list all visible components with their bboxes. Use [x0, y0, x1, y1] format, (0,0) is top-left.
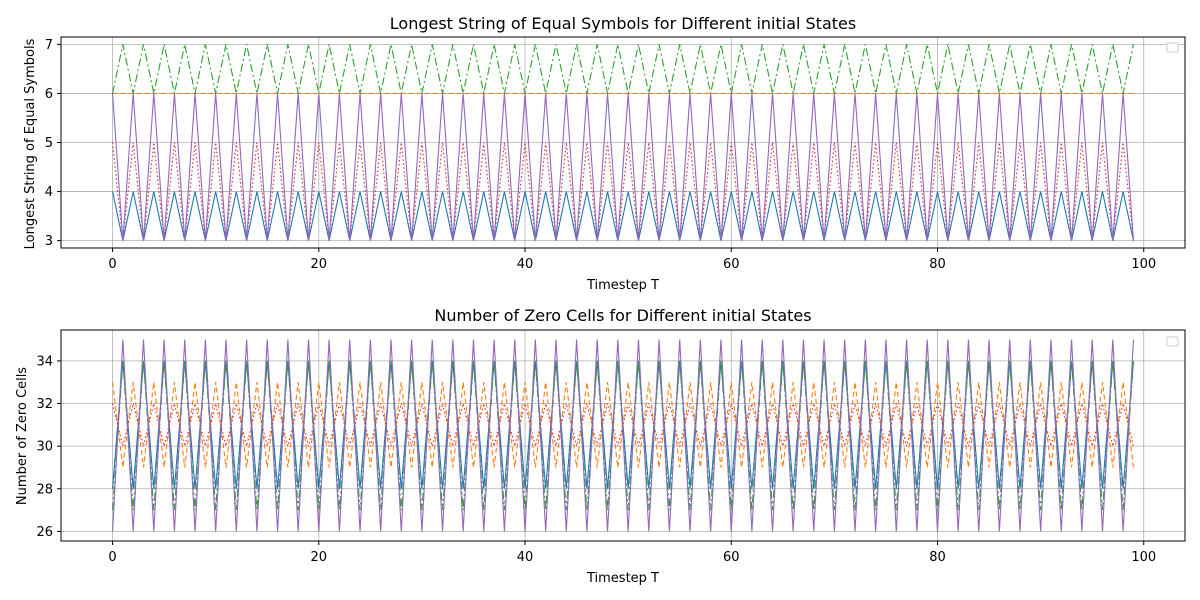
x-axis-label: Timestep T	[586, 278, 659, 293]
y-tick-label: 32	[36, 397, 53, 412]
series-line-3	[112, 44, 1134, 94]
x-tick-label: 80	[929, 550, 946, 565]
y-tick-label: 30	[36, 440, 53, 455]
series-group	[112, 44, 1134, 241]
x-tick-label: 40	[517, 550, 534, 565]
series-line-1	[112, 191, 1134, 241]
x-tick-label: 0	[108, 550, 116, 565]
series-line-5	[112, 339, 1134, 532]
x-tick-label: 0	[108, 257, 116, 272]
series-group	[112, 339, 1134, 532]
y-tick-label: 4	[45, 185, 53, 200]
x-tick-label: 40	[517, 257, 534, 272]
grid	[61, 330, 1185, 541]
ticks: 0 20 40 60 80 100 26 28 30 32 34	[36, 354, 1156, 565]
x-tick-label: 80	[929, 257, 946, 272]
series-line-5	[112, 93, 1134, 241]
ticks: 0 20 40 60 80 100 3 4 5 6 7	[45, 38, 1156, 272]
y-axis-label: Longest String of Equal Symbols	[23, 38, 38, 249]
y-tick-label: 3	[45, 234, 53, 249]
chart-longest-string: Longest String of Equal Symbols for Diff…	[23, 14, 1186, 293]
y-tick-label: 34	[36, 354, 53, 369]
x-tick-label: 60	[723, 550, 740, 565]
legend-box	[1166, 336, 1179, 347]
series-line-2	[112, 382, 1134, 468]
chart-zero-cells: Number of Zero Cells for Different initi…	[15, 306, 1186, 586]
x-tick-label: 20	[311, 550, 328, 565]
x-tick-label: 100	[1131, 550, 1156, 565]
y-tick-label: 28	[36, 482, 53, 497]
x-axis-label: Timestep T	[586, 571, 659, 586]
y-tick-label: 5	[45, 136, 53, 151]
x-tick-label: 20	[311, 257, 328, 272]
chart-title: Number of Zero Cells for Different initi…	[434, 306, 811, 325]
x-tick-label: 60	[723, 257, 740, 272]
legend-box	[1166, 42, 1179, 53]
y-tick-label: 7	[45, 38, 53, 53]
plot-frame	[60, 329, 1186, 542]
y-tick-label: 6	[45, 87, 53, 102]
series-line-4	[112, 142, 1134, 241]
y-axis-label: Number of Zero Cells	[15, 367, 30, 505]
y-tick-label: 26	[36, 525, 53, 540]
chart-title: Longest String of Equal Symbols for Diff…	[390, 14, 856, 33]
x-tick-label: 100	[1131, 257, 1156, 272]
